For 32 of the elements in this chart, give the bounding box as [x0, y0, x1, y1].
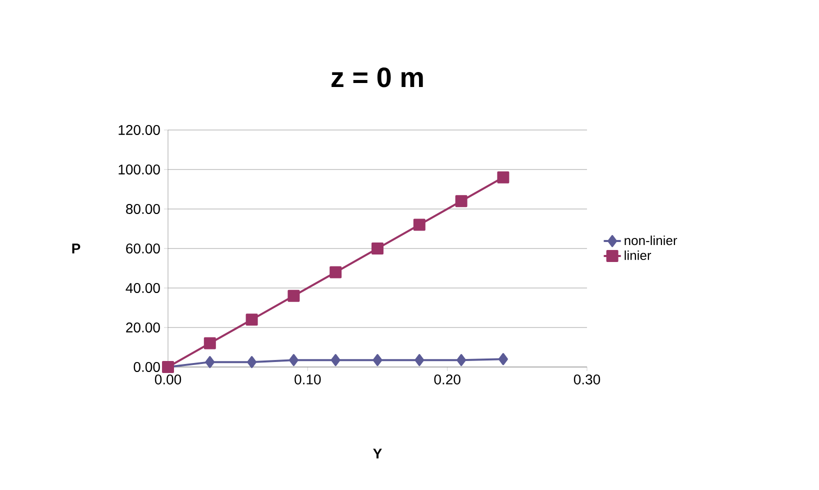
- x-tick-label: 0.30: [574, 374, 600, 384]
- point: [246, 314, 258, 326]
- point: [498, 353, 508, 366]
- point: [414, 354, 424, 366]
- point: [413, 218, 426, 231]
- point: [204, 337, 216, 350]
- x-tick-label: 0.00: [154, 374, 182, 384]
- x-axis-title: Y: [373, 448, 382, 458]
- x-tick-label: 0.10: [294, 374, 321, 384]
- point: [247, 356, 257, 368]
- point: [456, 354, 466, 366]
- y-tick-label: 100.00: [118, 164, 160, 174]
- point: [330, 266, 342, 278]
- point: [205, 356, 215, 368]
- point: [288, 290, 300, 302]
- point: [455, 195, 468, 208]
- y-tick-label: 0.00: [134, 362, 160, 372]
- y-tick-label: 120.00: [118, 125, 160, 135]
- x-tick-label: 0.20: [434, 374, 460, 384]
- chart-title: z = 0 m: [332, 67, 423, 88]
- y-tick-label: 40.00: [126, 283, 160, 293]
- y-tick-label: 60.00: [126, 244, 160, 254]
- point: [330, 354, 340, 366]
- legend-label: non-linier: [624, 236, 678, 246]
- y-axis-title: P: [72, 244, 80, 254]
- legend-label: linier: [624, 250, 652, 260]
- point: [497, 171, 510, 184]
- y-tick-label: 20.00: [126, 322, 160, 332]
- point: [288, 354, 298, 366]
- point: [372, 354, 382, 366]
- y-tick-label: 80.00: [126, 204, 160, 214]
- point: [372, 242, 384, 254]
